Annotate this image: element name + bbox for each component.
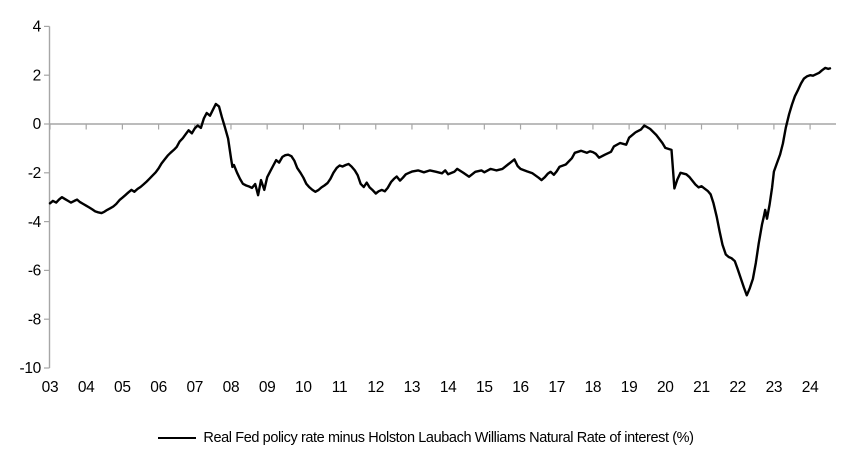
data-line-series: [48, 66, 832, 297]
legend-line-swatch: [158, 437, 197, 439]
y-axis-tick-label: -2: [28, 165, 41, 182]
x-axis-tick-label: 16: [512, 379, 529, 396]
x-axis-tick-label: 24: [802, 379, 819, 396]
y-axis-tick-label: -10: [19, 360, 41, 377]
x-axis-tick-label: 20: [657, 379, 674, 396]
y-axis-tick-label: 0: [33, 116, 42, 133]
legend-label: Real Fed policy rate minus Holston Lauba…: [203, 429, 694, 446]
x-axis-tick-label: 04: [78, 379, 95, 396]
x-axis-tick-label: 06: [150, 379, 167, 396]
legend: Real Fed policy rate minus Holston Lauba…: [0, 426, 852, 450]
x-axis-tick-label: 12: [367, 379, 384, 396]
x-axis-tick-label: 03: [42, 379, 59, 396]
x-axis-tick-label: 11: [332, 379, 348, 396]
x-axis-tick-label: 14: [440, 379, 457, 396]
y-axis-tick-label: -4: [28, 214, 42, 231]
y-axis-tick-label: -6: [28, 263, 41, 280]
x-axis-tick-label: 18: [585, 379, 602, 396]
x-axis-tick-label: 07: [186, 379, 203, 396]
x-axis-tick-label: 13: [404, 379, 421, 396]
x-axis-tick-label: 21: [693, 379, 710, 396]
y-axis-tick-label: -8: [28, 311, 41, 328]
x-axis-tick-label: 09: [259, 379, 276, 396]
x-axis-tick-label: 10: [295, 379, 312, 396]
x-axis-tick-label: 19: [621, 379, 638, 396]
x-axis-tick-label: 22: [729, 379, 746, 396]
y-axis-tick-label: 2: [33, 67, 41, 84]
x-axis-tick-label: 15: [476, 379, 493, 396]
x-axis-tick-label: 08: [223, 379, 240, 396]
x-axis-tick-label: 23: [766, 379, 783, 396]
y-axis-tick-label: 4: [33, 19, 42, 36]
x-axis-tick-label: 05: [114, 379, 131, 396]
x-axis-tick-label: 17: [548, 379, 565, 396]
